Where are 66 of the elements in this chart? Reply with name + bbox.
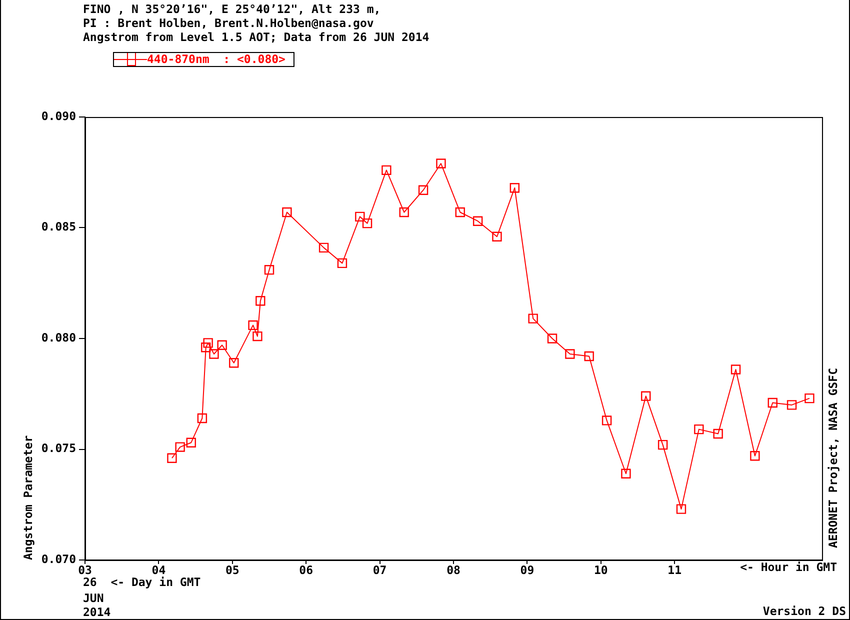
point xyxy=(472,216,483,226)
chart-title: FINO , N 35°20’16", E 25°40’12", Alt 233 m, xyxy=(83,2,381,16)
point xyxy=(676,504,686,514)
text: 2014 xyxy=(83,605,111,619)
point xyxy=(337,258,348,268)
point xyxy=(768,398,778,408)
x-tick-label: 08 xyxy=(446,562,460,577)
point xyxy=(750,451,760,461)
y-tick-label: 0.085 xyxy=(41,220,76,234)
point xyxy=(510,183,520,193)
y-tick-label: 0.080 xyxy=(41,330,76,344)
x-tick-label: 10 xyxy=(594,562,608,577)
point xyxy=(209,349,219,359)
point xyxy=(418,185,428,195)
point xyxy=(282,207,292,218)
point xyxy=(175,442,185,452)
x-tick-label: 05 xyxy=(225,562,240,577)
point xyxy=(658,440,668,450)
x-tick-label: 03 xyxy=(78,562,92,577)
point xyxy=(362,218,372,228)
y-tick-label: 0.090 xyxy=(41,108,76,123)
text: 26 <- Day in GMT xyxy=(83,575,201,589)
point xyxy=(355,212,365,222)
x-tick-label: 04 xyxy=(152,562,166,577)
x-tick-label: 09 xyxy=(520,562,534,577)
x-tick-label: 07 xyxy=(372,562,387,577)
point xyxy=(382,165,392,176)
x-tick-label: 06 xyxy=(299,562,314,577)
point xyxy=(217,340,227,350)
point xyxy=(264,264,274,275)
point xyxy=(713,428,723,439)
text: AERONET Project, NASA GSFC xyxy=(826,368,840,548)
point xyxy=(229,358,239,368)
legend-label: 440-870nm : <0.080> xyxy=(147,52,286,66)
point xyxy=(602,416,612,426)
point xyxy=(455,207,465,218)
chart-subtitle: PI : Brent Holben, Brent.N.Holben@nasa.gov Angstrom from Level 1.5 AOT; Data from 26 JUN 2014 xyxy=(83,16,430,44)
point xyxy=(248,320,258,330)
point xyxy=(318,242,329,253)
point xyxy=(547,334,558,344)
y-axis-title: Angstrom Parameter xyxy=(20,435,35,560)
point xyxy=(252,331,262,342)
point xyxy=(492,232,502,242)
point xyxy=(565,349,575,359)
point xyxy=(186,438,196,448)
point xyxy=(167,453,177,463)
y-tick-label: 0.070 xyxy=(41,552,76,566)
point xyxy=(804,393,814,404)
point xyxy=(399,207,409,218)
point xyxy=(694,424,704,434)
text: Version 2 DS xyxy=(762,604,846,618)
text: JUN xyxy=(83,591,104,605)
point xyxy=(786,400,797,410)
point xyxy=(197,413,208,424)
point xyxy=(256,296,266,306)
point xyxy=(641,391,651,401)
x-tick-label: 11 xyxy=(668,562,682,577)
point xyxy=(730,364,741,374)
y-tick-label: 0.075 xyxy=(41,441,76,456)
point xyxy=(203,338,213,348)
point xyxy=(436,158,446,168)
x-axis-title: <- Hour in GMT xyxy=(740,560,837,574)
point xyxy=(584,351,594,362)
point xyxy=(528,314,538,324)
point xyxy=(621,468,631,478)
point xyxy=(201,342,211,352)
